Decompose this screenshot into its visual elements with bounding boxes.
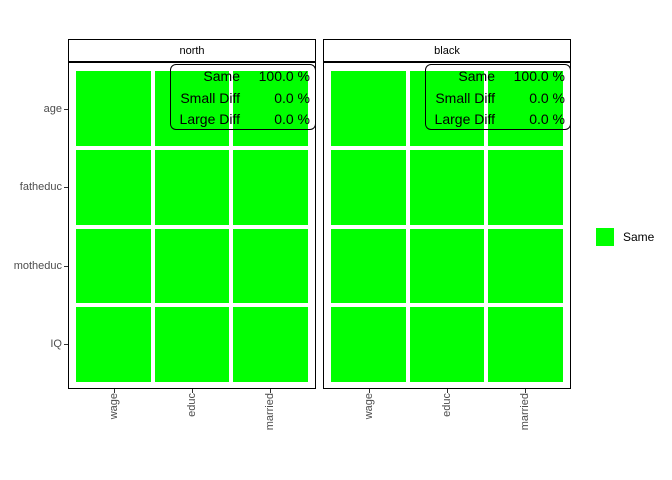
tile-same <box>76 307 151 382</box>
annotation-row: Same 100.0 % <box>176 66 310 86</box>
legend-key-same-label: Same <box>623 230 655 244</box>
x-axis-label-educ: educ <box>441 392 453 417</box>
annotation-value: 0.0 % <box>529 89 565 106</box>
annotation-value: 100.0 % <box>258 68 310 84</box>
annotation-row: Same 100.0 % <box>431 66 565 86</box>
facet-strip-black: black <box>323 39 571 62</box>
y-tick <box>63 187 68 189</box>
tile-same <box>488 228 563 304</box>
facet-strip-label: north <box>179 44 205 57</box>
legend: Same <box>596 228 654 246</box>
annotation-row: Large Diff 0.0 % <box>431 109 565 129</box>
y-tick <box>63 343 68 345</box>
y-tick <box>63 108 68 110</box>
annotation-row: Large Diff 0.0 % <box>176 109 310 129</box>
x-tick <box>270 389 272 393</box>
annotation-label: Small Diff <box>180 89 240 106</box>
annotation-value: 0.0 % <box>274 111 310 127</box>
tile-same <box>488 307 563 382</box>
tile-same <box>233 71 308 146</box>
annotation-row: Small Diff 0.0 % <box>431 88 565 108</box>
tile-same <box>331 71 406 146</box>
y-axis-label-fatheduc: fatheduc <box>19 181 62 193</box>
y-axis-label-age: age <box>43 103 62 115</box>
facet-black: black Same 100.0 % Small Diff 0.0 % Larg… <box>323 39 571 430</box>
tile-same <box>488 71 563 146</box>
x-tick <box>368 389 370 393</box>
annotation-label: Same <box>203 68 240 84</box>
facet-strip-north: north <box>68 39 316 62</box>
annotation-value: 100.0 % <box>513 68 565 84</box>
tile-same <box>233 149 308 225</box>
facet-north: north Same 100.0 % Small Diff 0.0 % Larg… <box>68 39 316 430</box>
tile-grid-black <box>331 71 563 382</box>
annotation-label: Small Diff <box>435 89 495 106</box>
panel-black: Same 100.0 % Small Diff 0.0 % Large Diff… <box>323 62 571 389</box>
tile-same <box>409 307 485 382</box>
tile-same <box>331 307 406 382</box>
tile-same <box>409 71 485 146</box>
annotation-box-north: Same 100.0 % Small Diff 0.0 % Large Diff… <box>170 64 316 130</box>
annotation-label: Same <box>458 68 495 84</box>
x-tick <box>447 389 449 393</box>
annotation-value: 0.0 % <box>274 89 310 106</box>
tile-same <box>331 228 406 304</box>
x-axis-label-wage: wage <box>362 392 375 419</box>
x-axis-label-educ: educ <box>186 392 198 417</box>
y-axis-label-iq: IQ <box>50 338 62 350</box>
tile-same <box>409 228 485 304</box>
x-axis-label-married: married <box>519 392 531 430</box>
x-axis-label-married: married <box>264 392 276 430</box>
panel-north: Same 100.0 % Small Diff 0.0 % Large Diff… <box>68 62 316 389</box>
legend-key-same-swatch <box>596 228 614 246</box>
x-tick <box>192 389 194 393</box>
tile-same <box>331 149 406 225</box>
tile-same <box>76 228 151 304</box>
tile-same <box>154 149 230 225</box>
tile-same <box>488 149 563 225</box>
x-tick <box>113 389 115 393</box>
tile-same <box>154 307 230 382</box>
annotation-row: Small Diff 0.0 % <box>176 88 310 108</box>
facet-strip-label: black <box>434 44 460 57</box>
tile-same <box>409 149 485 225</box>
tile-same <box>76 71 151 146</box>
annotation-label: Large Diff <box>434 111 495 127</box>
annotation-value: 0.0 % <box>529 111 565 127</box>
tile-same <box>233 228 308 304</box>
tile-same <box>233 307 308 382</box>
y-axis-label-motheduc: motheduc <box>13 260 62 272</box>
tile-same <box>154 228 230 304</box>
tile-grid-north <box>76 71 308 382</box>
x-axis-label-wage: wage <box>107 392 120 419</box>
x-tick <box>525 389 527 393</box>
tile-same <box>76 149 151 225</box>
annotation-label: Large Diff <box>179 111 240 127</box>
annotation-box-black: Same 100.0 % Small Diff 0.0 % Large Diff… <box>425 64 571 130</box>
tile-same <box>154 71 230 146</box>
y-tick <box>63 265 68 267</box>
